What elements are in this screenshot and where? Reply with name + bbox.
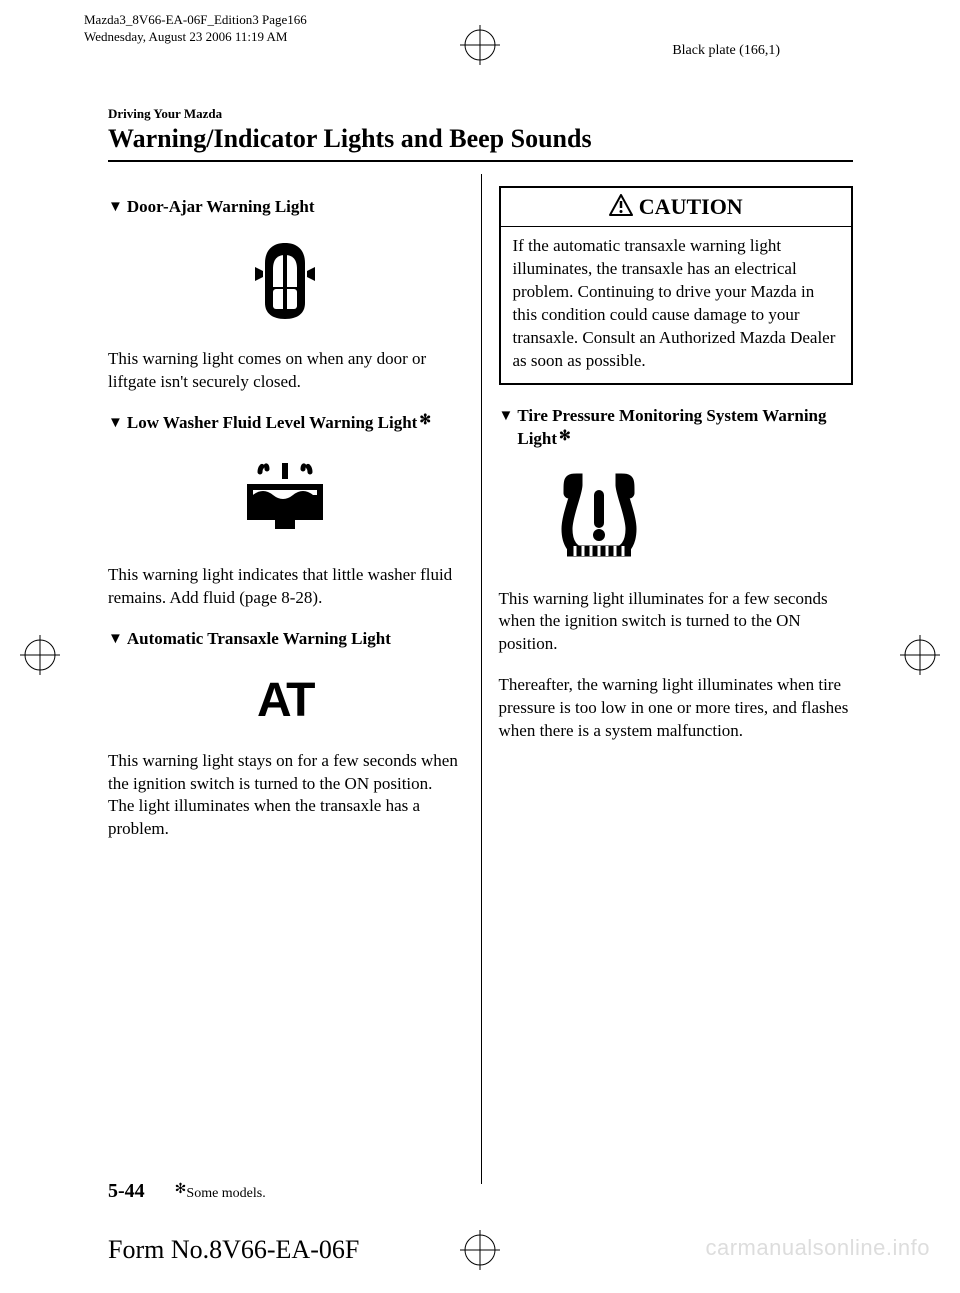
warning-triangle-icon xyxy=(609,194,633,222)
down-triangle-icon: ▼ xyxy=(108,412,123,435)
page-title: Warning/Indicator Lights and Beep Sounds xyxy=(108,124,853,154)
some-models-note: ✻Some models. xyxy=(173,1181,266,1202)
form-number: Form No.8V66-EA-06F xyxy=(108,1235,359,1265)
caution-body: If the automatic transaxle warning light… xyxy=(501,227,852,383)
subhead-at: ▼Automatic Transaxle Warning Light xyxy=(108,628,463,651)
at-text: AT xyxy=(257,674,313,727)
left-column: ▼Door-Ajar Warning Light This warning li… xyxy=(108,186,481,859)
asterisk-icon: ✻ xyxy=(559,429,571,444)
asterisk-icon: ✻ xyxy=(175,1182,187,1197)
reg-mark-top xyxy=(460,25,500,65)
doc-date: Wednesday, August 23 2006 11:19 AM xyxy=(84,29,307,46)
doc-id: Mazda3_8V66-EA-06F_Edition3 Page166 xyxy=(84,12,307,29)
page-content: Driving Your Mazda Warning/Indicator Lig… xyxy=(108,106,853,859)
section-label: Driving Your Mazda xyxy=(108,106,853,122)
tpms-icon xyxy=(499,473,854,566)
page-number: 5-44 xyxy=(108,1180,145,1203)
door-ajar-icon xyxy=(108,241,463,326)
title-rule xyxy=(108,160,853,162)
subhead-text: Low Washer Fluid Level Warning Light xyxy=(127,413,417,432)
washer-fluid-icon xyxy=(108,457,463,542)
subhead-door-ajar: ▼Door-Ajar Warning Light xyxy=(108,196,463,219)
some-models-text: Some models. xyxy=(186,1186,265,1201)
body-tpms-2: Thereafter, the warning light illuminate… xyxy=(499,674,854,743)
subhead-text: Door-Ajar Warning Light xyxy=(127,196,315,219)
header-meta: Mazda3_8V66-EA-06F_Edition3 Page166 Wedn… xyxy=(84,12,307,46)
body-tpms-1: This warning light illuminates for a few… xyxy=(499,588,854,657)
at-icon: AT xyxy=(108,673,463,728)
body-washer: This warning light indicates that little… xyxy=(108,564,463,610)
column-divider xyxy=(481,174,482,1184)
body-door-ajar: This warning light comes on when any doo… xyxy=(108,348,463,394)
subhead-tpms: ▼Tire Pressure Monitoring System Warning… xyxy=(499,405,854,451)
watermark: carmanualsonline.info xyxy=(705,1235,930,1261)
body-at: This warning light stays on for a few se… xyxy=(108,750,463,842)
down-triangle-icon: ▼ xyxy=(108,628,123,651)
caution-label: CAUTION xyxy=(639,194,743,219)
footer: 5-44 ✻Some models. xyxy=(108,1180,853,1203)
subhead-washer: ▼Low Washer Fluid Level Warning Light✻ xyxy=(108,412,463,435)
black-plate: Black plate (166,1) xyxy=(672,43,780,59)
reg-mark-left xyxy=(20,635,60,675)
down-triangle-icon: ▼ xyxy=(108,196,123,219)
caution-title: CAUTION xyxy=(501,188,852,227)
right-column: CAUTION If the automatic transaxle warni… xyxy=(481,186,854,859)
subhead-text: Automatic Transaxle Warning Light xyxy=(127,628,391,651)
down-triangle-icon: ▼ xyxy=(499,405,514,428)
reg-mark-bottom xyxy=(460,1230,500,1270)
caution-box: CAUTION If the automatic transaxle warni… xyxy=(499,186,854,385)
reg-mark-right xyxy=(900,635,940,675)
asterisk-icon: ✻ xyxy=(419,413,431,428)
